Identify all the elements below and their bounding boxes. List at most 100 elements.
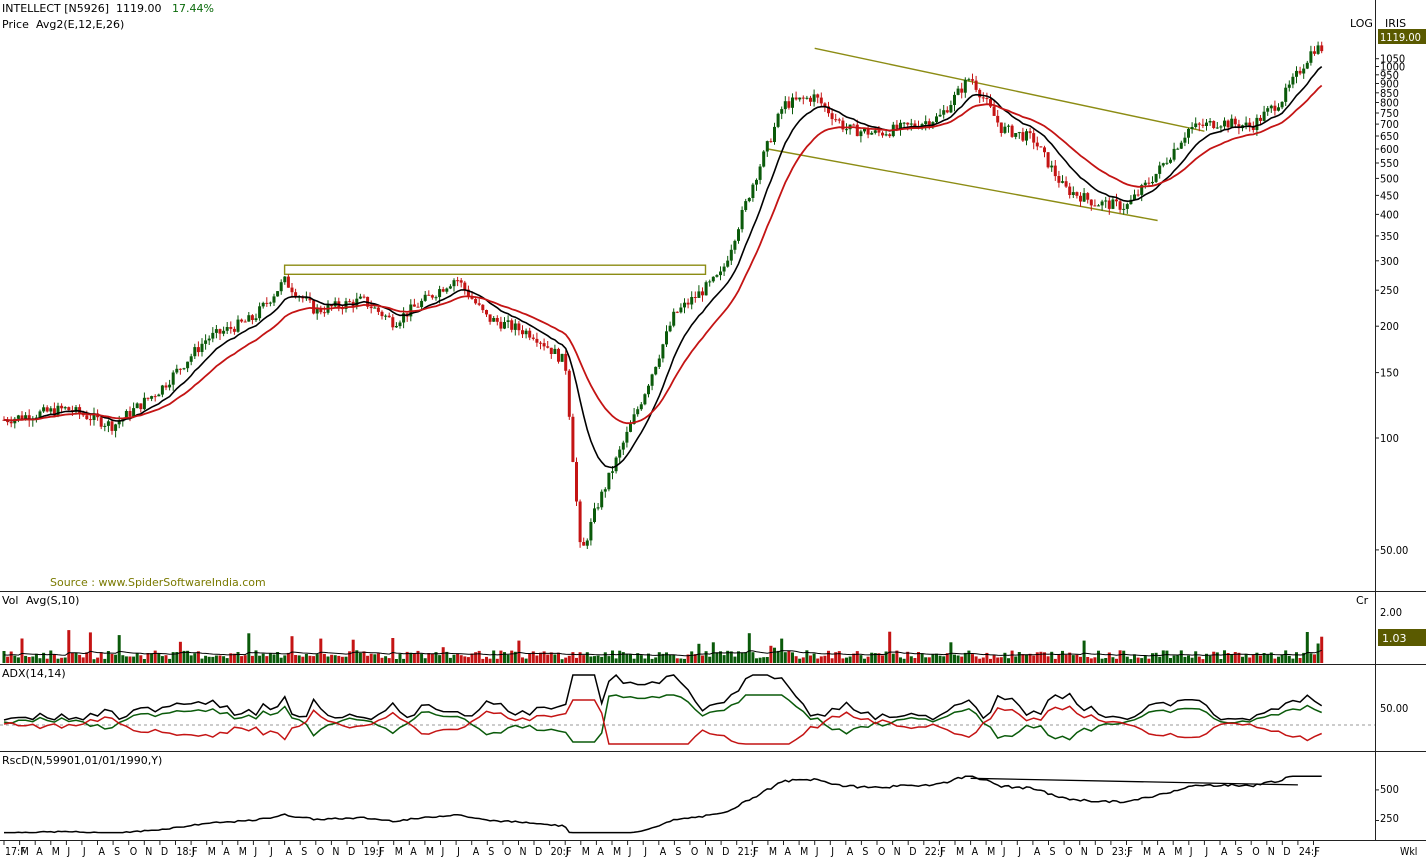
volume-bar (866, 656, 870, 663)
volume-bar (769, 645, 773, 663)
x-axis-label: N (707, 846, 714, 858)
x-axis-label: D (1096, 846, 1103, 858)
price-candle (974, 75, 978, 93)
volume-bar (1187, 655, 1190, 663)
volume-bar (517, 640, 521, 663)
volume-bar (1089, 658, 1093, 663)
lower-channel-line (767, 148, 1158, 222)
price-candle (416, 302, 420, 308)
price-candle (456, 276, 460, 287)
ema-12-line (3, 65, 1323, 469)
volume-bar (611, 650, 614, 663)
price-candle (1050, 160, 1054, 172)
price-candle (268, 301, 272, 307)
price-y-tick-label: 350 (1380, 230, 1399, 243)
volume-bar (1032, 655, 1036, 663)
price-candle (441, 286, 445, 293)
x-axis-label: 17:F (5, 846, 26, 858)
volume-bar (196, 651, 200, 663)
price-candle (358, 293, 362, 300)
price-candle (193, 343, 197, 359)
price-candle (218, 328, 222, 340)
adx-title: ADX(14,14) (2, 667, 66, 680)
price-candle (643, 393, 647, 406)
x-axis-label: 22:J (925, 846, 943, 858)
price-candle (711, 276, 715, 283)
price-candle (492, 316, 496, 322)
volume-bar (1165, 650, 1169, 663)
price-candle (816, 93, 820, 104)
price-candle (1313, 46, 1316, 56)
volume-bar (121, 655, 125, 663)
price-candle (575, 457, 578, 506)
plus-di-line (3, 694, 1322, 743)
volume-bar (1223, 650, 1226, 663)
price-y-tick-label: 800 (1380, 97, 1399, 110)
price-candle (524, 328, 528, 339)
price-candle (103, 423, 107, 432)
price-candle (1269, 104, 1273, 113)
volume-bar (52, 654, 56, 663)
price-y-tick-label: 700 (1380, 118, 1399, 131)
price-candle (603, 487, 607, 498)
volume-bar (265, 656, 269, 663)
volume-bar (326, 656, 330, 663)
price-candle (639, 402, 643, 411)
price-candle (1154, 173, 1158, 183)
volume-bar (1122, 650, 1126, 663)
volume-bar (34, 653, 38, 663)
volume-bar (636, 653, 640, 663)
volume-bar (596, 655, 600, 663)
price-candle (207, 335, 211, 345)
price-candle (517, 321, 521, 336)
adx-y-tick: 50.00 (1380, 702, 1408, 715)
x-axis-label: J (1002, 846, 1006, 858)
log-scale-toggle[interactable]: LOG (1350, 17, 1373, 30)
volume-bar (13, 655, 17, 663)
price-candle (1187, 127, 1190, 144)
price-candle (945, 106, 949, 114)
price-candle (265, 297, 269, 307)
price-candle (196, 341, 200, 357)
price-candle (690, 291, 694, 310)
date-axis: 17:FM A M J J A S O N D 18:JF M A M J J A S O N D 19:JF M A M J J A… (3, 841, 1320, 858)
volume-bar (330, 654, 334, 663)
price-candle (1273, 100, 1277, 116)
price-candle (132, 402, 136, 419)
volume-bar (805, 650, 809, 663)
price-candle (1039, 146, 1043, 148)
volume-bar (16, 657, 20, 663)
x-axis-label: M (21, 846, 29, 858)
volume-bar (953, 654, 956, 663)
volume-bar (1215, 652, 1219, 663)
volume-bar (593, 656, 596, 663)
volume-bar (261, 653, 265, 663)
volume-bar (157, 653, 161, 663)
x-axis-label: A (410, 846, 417, 858)
price-candle (830, 108, 834, 126)
price-candle (1172, 142, 1176, 162)
minus-di-line (3, 699, 1322, 745)
volume-bar (1161, 650, 1165, 663)
price-candle (942, 105, 946, 119)
volume-bar (70, 652, 74, 663)
price-candle (376, 306, 380, 315)
percent-change: 17.44% (172, 2, 214, 15)
price-candle (528, 327, 532, 341)
x-axis-label: S (301, 846, 307, 858)
volume-bar (618, 650, 622, 663)
x-axis-label: A (972, 846, 979, 858)
volume-bar (1241, 656, 1244, 663)
price-candle (1068, 182, 1072, 199)
volume-bar (974, 656, 978, 663)
x-axis-label: O (1065, 846, 1072, 858)
volume-bar (1179, 650, 1183, 663)
price-candle (1057, 170, 1061, 188)
x-axis-label: D (348, 846, 355, 858)
volume-bar (873, 653, 877, 663)
moving-averages (3, 65, 1323, 469)
volume-bar (189, 655, 193, 663)
volume-bar (1111, 657, 1115, 663)
price-candle (596, 503, 600, 511)
